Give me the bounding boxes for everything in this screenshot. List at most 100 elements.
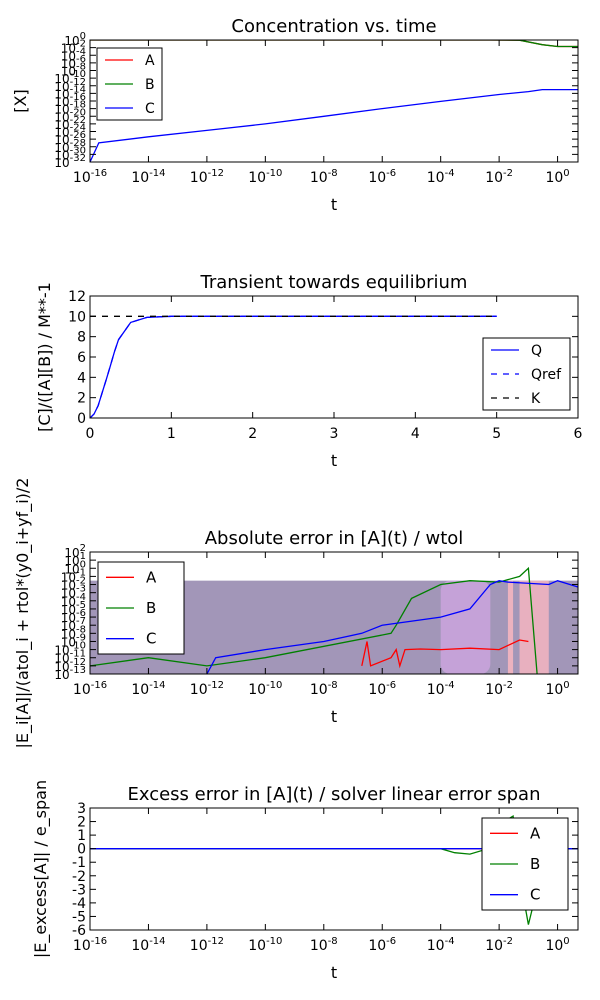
plot-area: [90, 40, 578, 162]
series-line-a: [90, 40, 578, 48]
x-tick-label: 10-14: [131, 168, 165, 186]
x-tick-label: 100: [545, 936, 569, 954]
x-tick-label: 100: [545, 168, 569, 186]
y-tick-label: 101: [64, 551, 86, 568]
y-tick-label: 10-30: [54, 145, 86, 162]
chart-title: Excess error in [A](t) / solver linear e…: [128, 784, 541, 805]
y-tick-label: 10-28: [54, 138, 86, 155]
plot-frame: [89, 807, 579, 931]
legend-label-qref: Qref: [531, 367, 562, 383]
plot-area: [90, 315, 497, 418]
x-axis-label: t: [331, 707, 337, 726]
legend: ABC: [96, 47, 163, 121]
legend: ABC: [97, 561, 185, 655]
x-tick-label: 100: [545, 680, 569, 698]
y-tick-label: 6: [77, 350, 86, 366]
x-tick-label: 10-10: [248, 680, 282, 698]
x-tick-label: 10-8: [310, 936, 338, 954]
x-tick-label: 10-6: [368, 936, 396, 954]
y-tick-label: -3: [72, 882, 86, 898]
legend-label-a: A: [530, 824, 541, 842]
x-tick-label: 10-12: [190, 168, 224, 186]
y-tick-label: 8: [77, 330, 86, 346]
legend-label-a: A: [146, 568, 157, 586]
error-band-highlight: [440, 580, 491, 674]
y-tick-label: 10-32: [54, 153, 86, 170]
y-axis-label: [X]: [11, 89, 30, 112]
series-line-b: [90, 566, 538, 674]
y-tick-label: 10-14: [54, 84, 86, 101]
x-tick-label: 10-14: [131, 680, 165, 698]
y-tick-label: 10-12: [54, 657, 86, 674]
legend-label-c: C: [146, 630, 156, 648]
y-tick-label: 1: [77, 828, 86, 844]
x-tick-label: 10-6: [368, 680, 396, 698]
y-tick-label: 10-16: [54, 92, 86, 109]
y-axis-label: |E_excess[A]| / e_span: [31, 780, 51, 958]
y-tick-label: 10-8: [61, 62, 86, 79]
x-tick-label: 10-4: [427, 680, 455, 698]
legend-label-b: B: [146, 599, 156, 617]
x-tick-label: 10-10: [248, 936, 282, 954]
x-tick-label: 10-16: [73, 680, 107, 698]
legend-label-a: A: [145, 53, 155, 69]
plot-frame: [89, 39, 579, 163]
chart-4: 10-16 10-14 10-12 10-10 10-8 10-6 10-4 10-2 1003…: [31, 780, 579, 982]
chart-title: Absolute error in [A](t) / wtol: [205, 528, 464, 549]
x-tick-label: 10-2: [485, 168, 513, 186]
x-tick-label: 6: [574, 426, 583, 442]
x-axis-label: t: [331, 195, 337, 214]
y-tick-label: 10-9: [61, 632, 86, 649]
y-tick-label: -1: [72, 855, 86, 871]
y-tick-label: 10-4: [61, 592, 86, 609]
y-tick-label: 10-10: [54, 69, 86, 86]
x-tick-label: 10-14: [131, 936, 165, 954]
y-tick-label: 0: [77, 842, 86, 858]
y-tick-label: 10-12: [54, 77, 86, 94]
y-axis-label: |E_i[A]|/(atol_i + rtol*(y0_i+yf_i)/2: [13, 478, 33, 749]
plot-frame: [89, 551, 579, 675]
chart-3: 10-16 10-14 10-12 10-10 10-8 10-6 10-4 10-2 1001…: [13, 478, 579, 749]
x-tick-label: 10-8: [310, 680, 338, 698]
y-tick-label: 10-20: [54, 107, 86, 124]
x-tick-label: 4: [411, 426, 420, 442]
y-tick-label: 10-22: [54, 115, 86, 132]
error-band-pink: [519, 580, 549, 674]
y-tick-label: 12: [68, 289, 86, 305]
y-tick-label: 10-1: [61, 567, 86, 584]
y-tick-label: 2: [77, 391, 86, 407]
y-tick-label: 100: [64, 31, 86, 48]
y-tick-label: 10-6: [61, 608, 86, 625]
x-tick-label: 10-16: [73, 168, 107, 186]
x-tick-label: 10-2: [485, 680, 513, 698]
series-line-qref: [90, 315, 497, 418]
y-tick-label: 10-6: [61, 54, 86, 71]
chart-title: Concentration vs. time: [231, 16, 436, 37]
y-tick-label: 10-3: [61, 584, 86, 601]
y-tick-label: 102: [64, 543, 86, 560]
x-tick-label: 10-12: [190, 680, 224, 698]
x-axis-label: t: [331, 451, 337, 470]
series-line-c: [90, 88, 578, 162]
x-tick-label: 10-12: [190, 936, 224, 954]
y-tick-label: 10-24: [54, 123, 86, 140]
y-tick-label: 10-13: [54, 665, 86, 682]
chart-1: 10-16 10-14 10-12 10-10 10-8 10-6 10-4 10-2 1001…: [11, 16, 579, 214]
y-tick-label: 10-10: [54, 641, 86, 658]
x-tick-label: 1: [167, 426, 176, 442]
y-tick-label: 3: [77, 801, 86, 817]
y-tick-label: -6: [72, 923, 86, 939]
x-tick-label: 2: [248, 426, 257, 442]
chart-title: Transient towards equilibrium: [200, 272, 468, 293]
y-tick-label: 10-2: [61, 39, 86, 56]
series-line-b: [90, 40, 578, 48]
y-tick-label: 4: [77, 370, 86, 386]
y-tick-label: -2: [72, 869, 86, 885]
y-tick-label: 10-5: [61, 600, 86, 617]
y-tick-label: 10-18: [54, 100, 86, 117]
legend: ABC: [481, 817, 569, 911]
x-tick-label: 10-8: [310, 168, 338, 186]
y-tick-label: 10: [68, 309, 86, 325]
legend: Q Qref K: [482, 337, 571, 411]
